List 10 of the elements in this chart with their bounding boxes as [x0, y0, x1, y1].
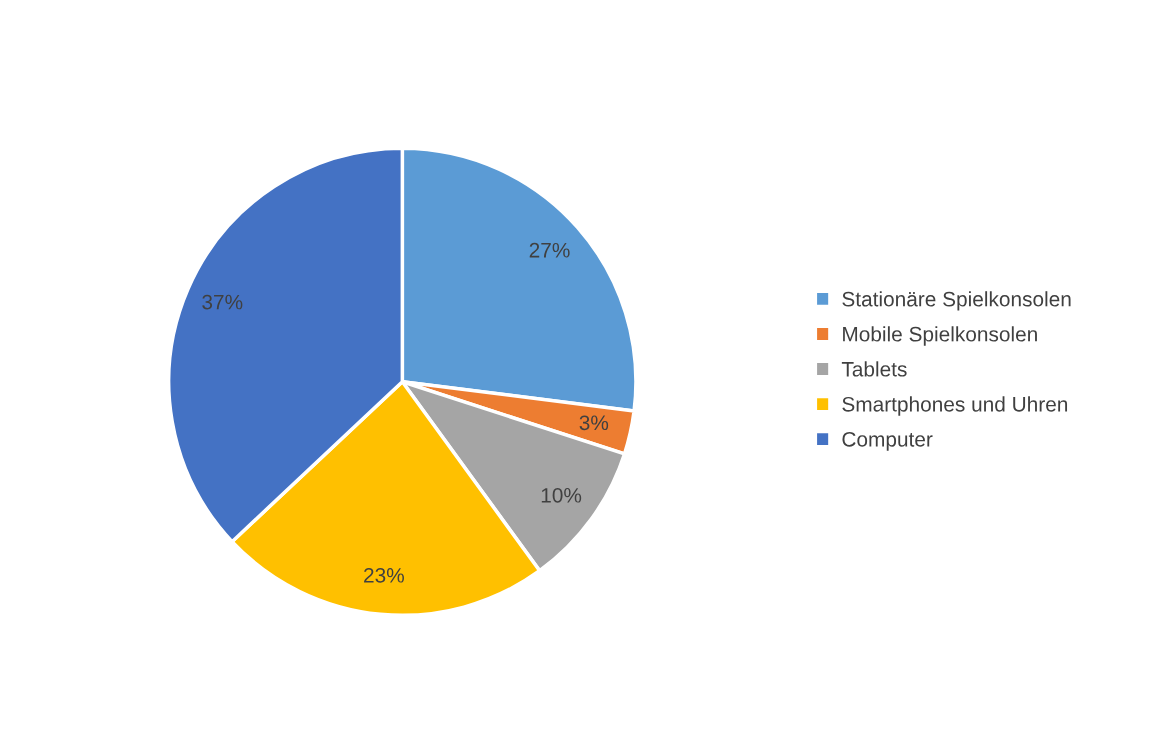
data-label: 10%	[541, 487, 582, 503]
legend-label: Stationäre Spielkonsolen	[842, 291, 1071, 311]
data-label: 37%	[202, 294, 243, 310]
data-label: 23%	[364, 567, 404, 583]
legend-label: Smartphones und Uhren	[842, 396, 1068, 416]
data-label: 3%	[579, 415, 609, 431]
legend-label: Tablets	[841, 361, 907, 377]
legend-label: Computer	[842, 431, 933, 451]
data-label: 27%	[529, 242, 570, 258]
legend-label: Mobile Spielkonsolen	[843, 326, 1037, 346]
